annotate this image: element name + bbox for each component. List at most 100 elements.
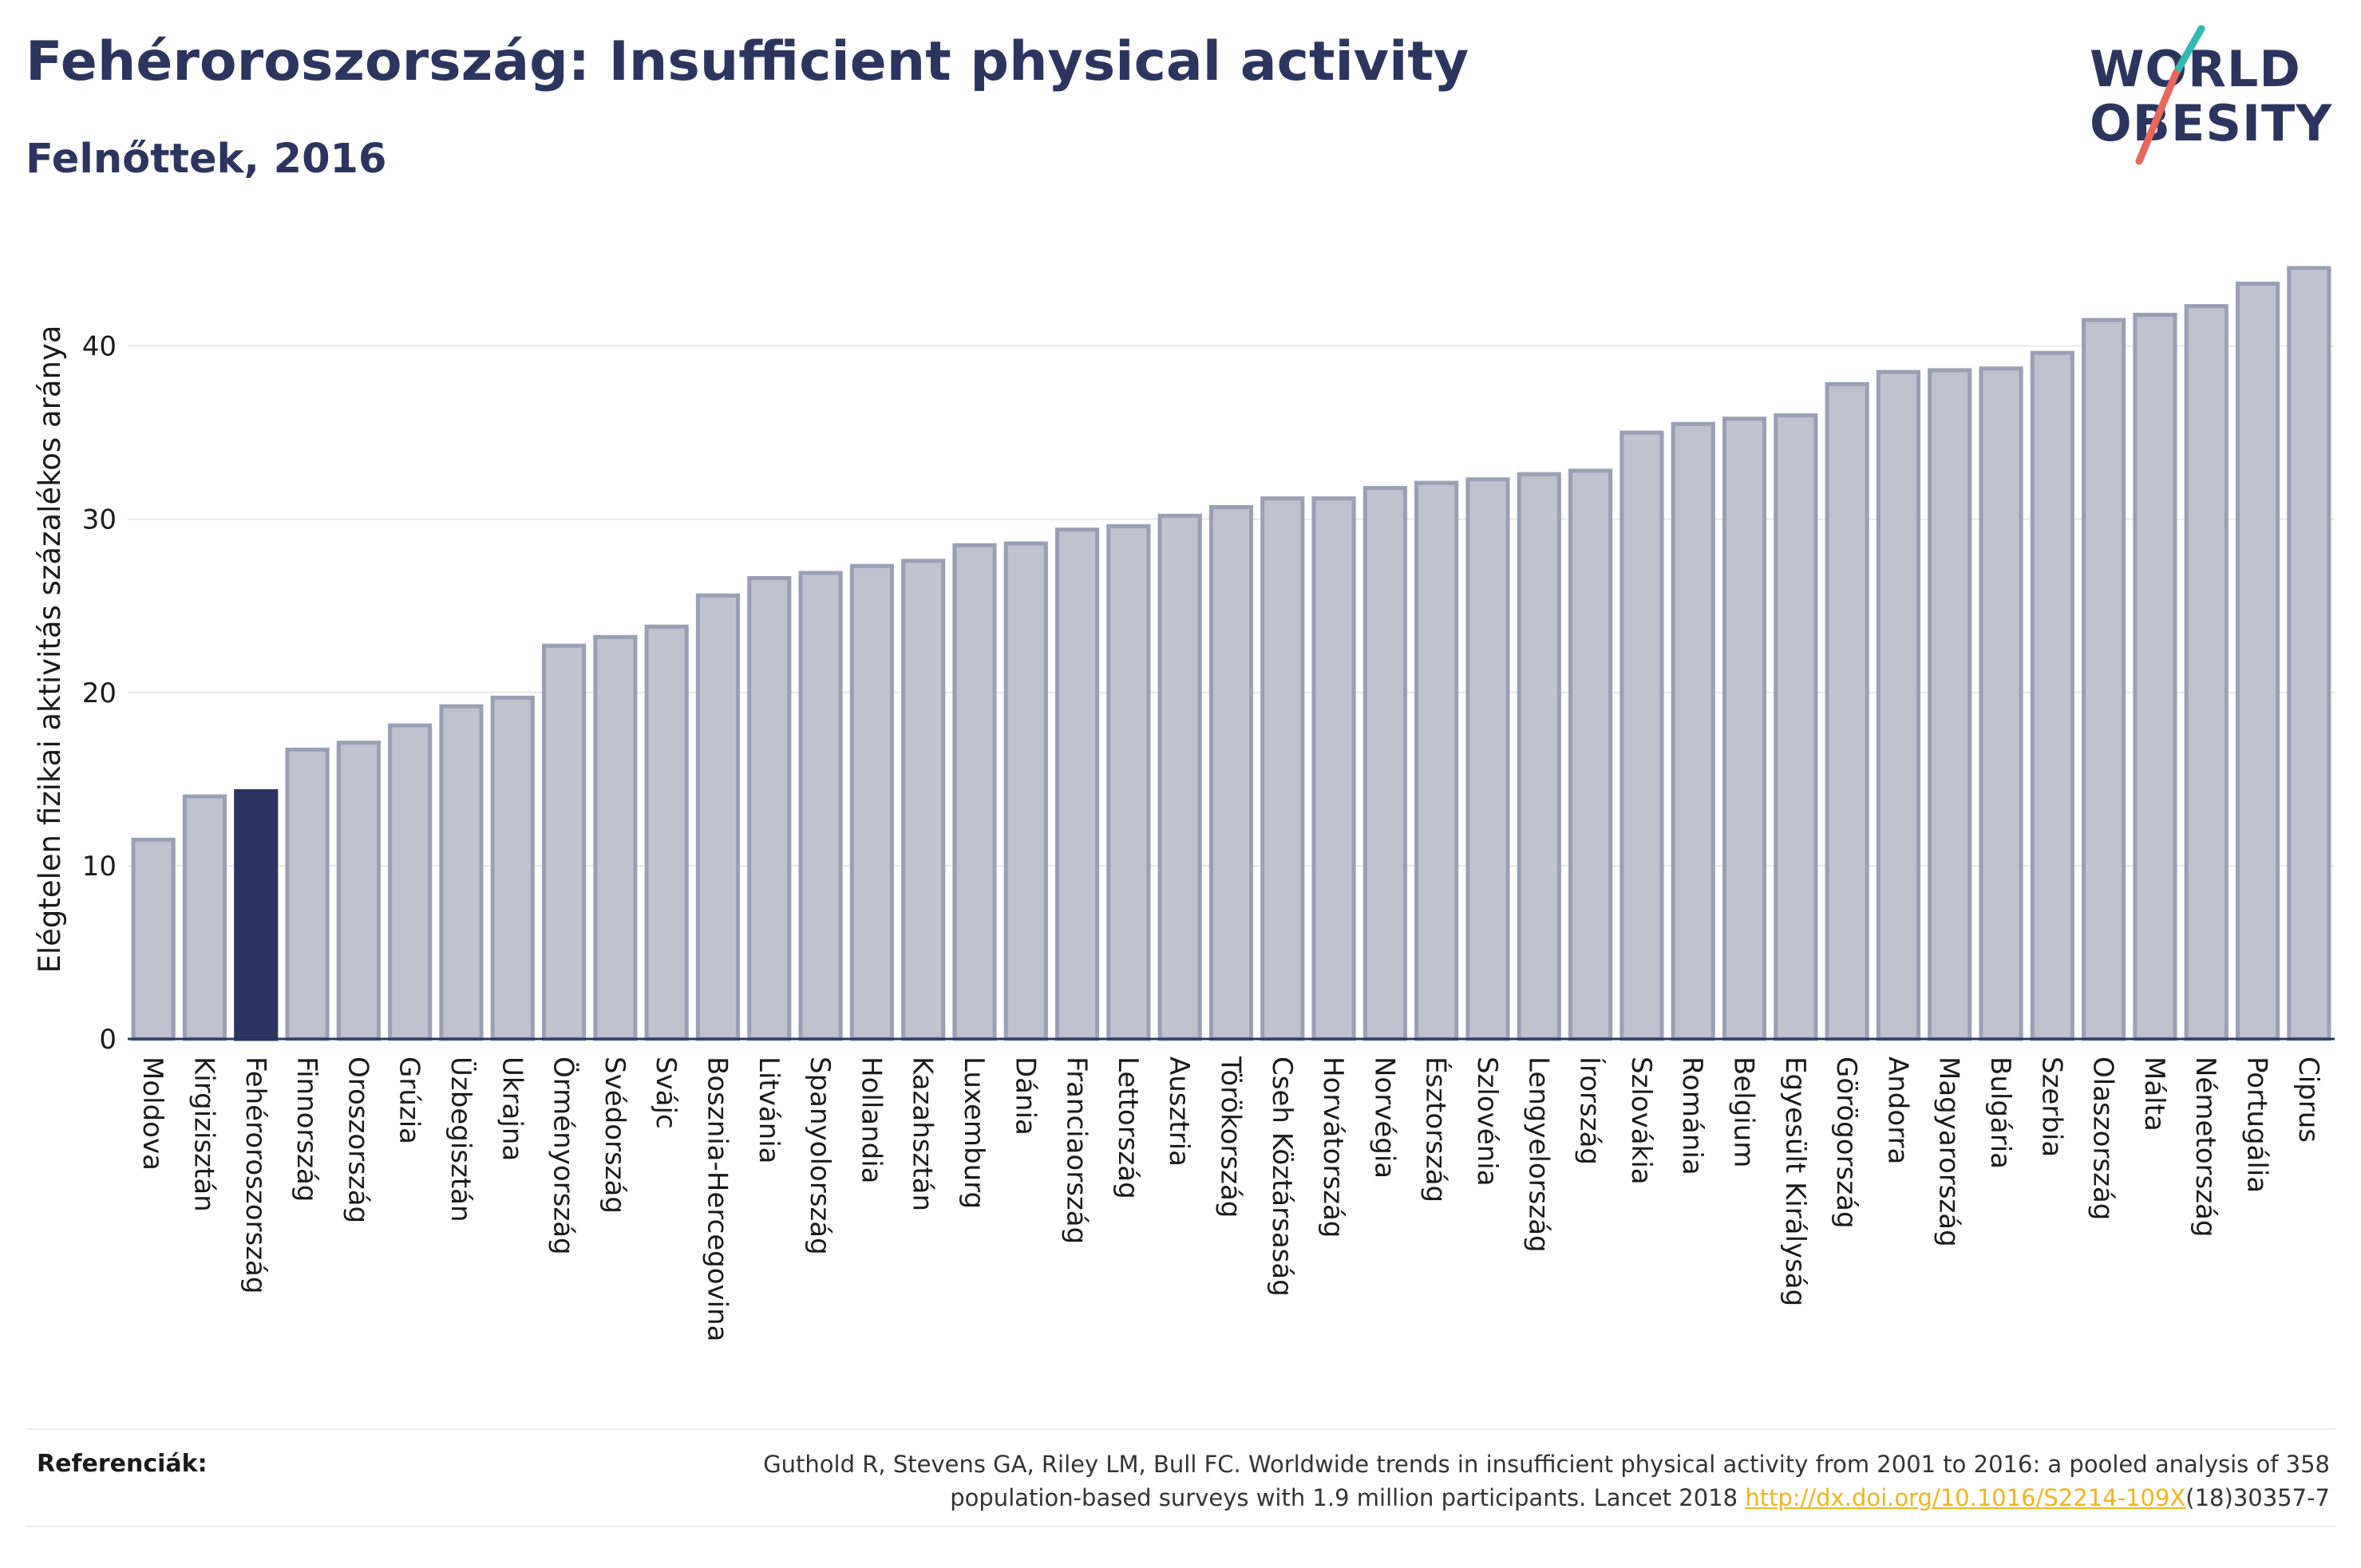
bar-26: [1414, 480, 1459, 1041]
bar-12: [695, 593, 741, 1041]
x-tick-label: Litvánia: [753, 1057, 785, 1164]
x-tick-label: Luxemburg: [958, 1057, 990, 1209]
x-tick-label: Lettország: [1112, 1057, 1144, 1199]
bar-14: [798, 571, 843, 1041]
bar-20: [1106, 523, 1151, 1041]
bar-6: [388, 723, 433, 1041]
x-tick-label: Törökország: [1215, 1056, 1247, 1218]
bar-24: [1311, 496, 1356, 1041]
y-tick-label: 10: [82, 851, 117, 883]
bar-chart: 0 10 20 30 40 Elégtelen fizikai aktivitás szá…: [33, 266, 2335, 1341]
x-tick-label: Belgium: [1728, 1057, 1760, 1167]
bar-34: [1825, 381, 1869, 1041]
references-label: Referenciák:: [37, 1450, 208, 1478]
x-tick-label: Szerbia: [2035, 1057, 2067, 1157]
y-tick-label: 40: [82, 331, 117, 363]
logo-line-2: OBESITY: [2090, 94, 2333, 152]
bar-40: [2133, 312, 2177, 1041]
x-tick-label: Franciaország: [1061, 1057, 1093, 1244]
reference-line-2: population-based surveys with 1.9 millio…: [950, 1484, 1746, 1511]
bar-30: [1619, 430, 1664, 1041]
bar-7: [439, 704, 484, 1041]
doi-link[interactable]: http://dx.doi.org/10.1016/S2214-109X: [1745, 1484, 2186, 1511]
reference-line-2-end: (18)30357-7: [2185, 1484, 2330, 1511]
x-tick-label: Szlovénia: [1471, 1057, 1503, 1187]
references-text: Guthold R, Stevens GA, Riley LM, Bull FC…: [494, 1448, 2330, 1515]
bar-8: [490, 695, 535, 1041]
bar-38: [2030, 350, 2074, 1041]
bar-13: [747, 575, 792, 1041]
bar-31: [1671, 421, 1715, 1041]
y-tick-label: 0: [99, 1024, 117, 1056]
x-tick-label: Spanyolország: [804, 1057, 836, 1255]
x-tick-label: Szlovákia: [1625, 1057, 1657, 1185]
bar-3: [234, 789, 279, 1041]
x-tick-label: Németország: [2189, 1057, 2221, 1237]
bar-21: [1157, 513, 1202, 1041]
bar-17: [952, 543, 997, 1041]
bar-2: [182, 794, 227, 1041]
bar-19: [1055, 527, 1100, 1041]
x-tick-label: Olaszország: [2087, 1057, 2119, 1220]
references-section: Referenciák: Guthold R, Stevens GA, Rile…: [26, 1428, 2336, 1527]
x-tick-label: Portugália: [2241, 1057, 2273, 1193]
bar-29: [1568, 468, 1613, 1041]
x-tick-label: Bosznia-Hercegovina: [701, 1057, 733, 1341]
x-tick-label: Magyarország: [1933, 1057, 1965, 1247]
x-tick-label: Örményország: [548, 1057, 580, 1255]
bar-36: [1928, 368, 1972, 1041]
x-tick-label: Kazahsztán: [907, 1057, 939, 1211]
x-tick-label: Finnország: [291, 1057, 322, 1202]
bar-37: [1979, 366, 2023, 1041]
bar-33: [1774, 413, 1818, 1041]
bar-43: [2287, 266, 2331, 1041]
bar-10: [593, 634, 638, 1041]
bar-18: [1003, 541, 1048, 1041]
bar-39: [2082, 318, 2126, 1041]
x-tick-label: Üzbegisztán: [445, 1057, 477, 1222]
bar-25: [1362, 486, 1407, 1041]
x-tick-label: Ukrajna: [496, 1057, 528, 1161]
x-tick-label: Svájc: [650, 1057, 682, 1129]
x-tick-label: Cseh Köztársaság: [1266, 1057, 1298, 1297]
x-tick-label: Norvégia: [1368, 1057, 1400, 1179]
x-tick-label: Fehéroroszország: [239, 1057, 271, 1294]
bar-11: [644, 624, 689, 1041]
y-tick-label: 20: [82, 677, 117, 709]
x-tick-label: Bulgária: [1984, 1057, 2016, 1169]
x-tick-label: Egyesült Királyság: [1779, 1057, 1811, 1306]
chart-subtitle: Felnőttek, 2016: [26, 136, 387, 183]
y-tick-label: 30: [82, 504, 117, 536]
x-tick-label: Románia: [1676, 1057, 1708, 1175]
reference-line-1: Guthold R, Stevens GA, Riley LM, Bull FC…: [763, 1451, 2330, 1478]
bar-23: [1260, 496, 1305, 1041]
x-tick-label: Görögország: [1830, 1057, 1862, 1229]
x-tick-label: Ausztria: [1163, 1057, 1195, 1167]
bar-5: [336, 741, 381, 1041]
bar-16: [901, 559, 946, 1041]
world-obesity-logo: WORLD OBESITY: [2083, 24, 2347, 168]
x-tick-label: Moldova: [136, 1057, 168, 1171]
bar-15: [849, 563, 894, 1041]
x-tick-label: Írország: [1574, 1057, 1607, 1165]
bar-35: [1876, 369, 1921, 1041]
x-tick-label: Lengyelország: [1522, 1057, 1554, 1253]
bar-28: [1517, 472, 1561, 1041]
x-tick-label: Málta: [2138, 1057, 2170, 1132]
y-axis-label: Elégtelen fizikai aktivitás százalékos a…: [33, 325, 67, 973]
x-tick-label: Andorra: [1881, 1057, 1913, 1164]
x-tick-label: Horvátország: [1317, 1057, 1349, 1238]
bar-32: [1722, 417, 1767, 1041]
x-tick-label: Oroszország: [342, 1057, 374, 1223]
logo-line-1: WORLD: [2090, 40, 2301, 98]
logo-slash-icon: [2135, 25, 2205, 165]
bar-1: [131, 837, 176, 1041]
bar-41: [2184, 304, 2229, 1041]
bar-22: [1208, 504, 1254, 1041]
x-tick-label: Hollandia: [855, 1057, 887, 1184]
x-tick-label: Észtország: [1420, 1057, 1453, 1203]
x-tick-label: Svédország: [599, 1057, 631, 1214]
bar-27: [1465, 477, 1510, 1041]
bar-4: [285, 747, 330, 1041]
chart-title: Fehéroroszország: Insufficient physical …: [26, 30, 1469, 93]
